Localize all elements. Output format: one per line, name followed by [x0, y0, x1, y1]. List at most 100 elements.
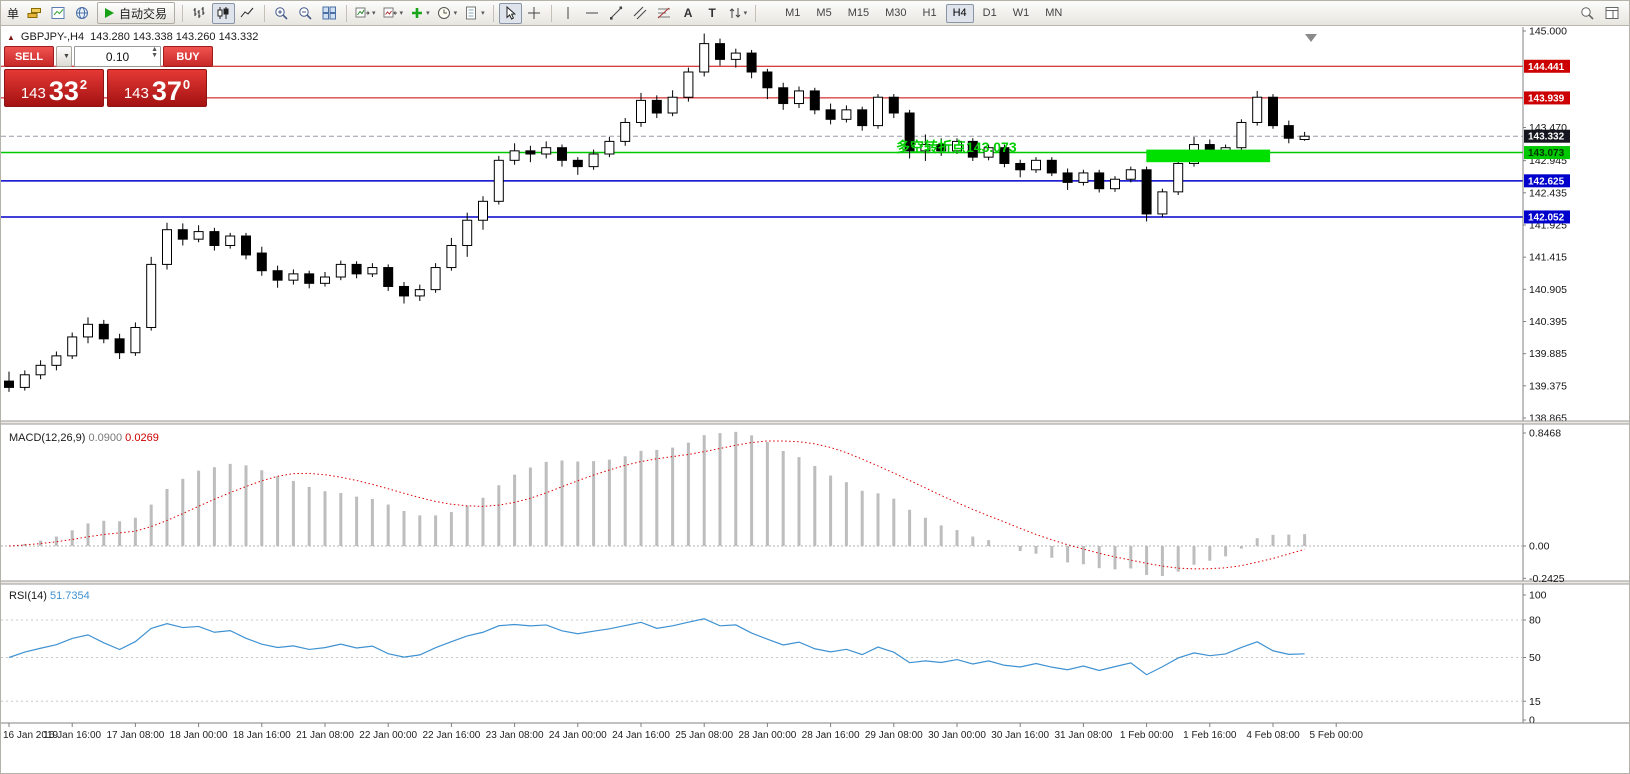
svg-text:-0.2425: -0.2425: [1529, 573, 1565, 585]
search-icon: [1581, 7, 1594, 20]
text-tool-button[interactable]: A: [677, 3, 700, 24]
svg-text:50: 50: [1529, 652, 1541, 664]
fibonacci-button[interactable]: [653, 3, 676, 24]
auto-trading-label: 自动交易: [119, 6, 168, 21]
svg-text:143.073: 143.073: [1528, 148, 1565, 159]
timeframe-group: M1 M5 M15 M30 H1 H4 D1 W1 MN: [777, 3, 1070, 23]
arrows-icon: [729, 8, 740, 18]
timeframe-h4[interactable]: H4: [945, 3, 974, 23]
top-toolbar: 单 自动交易: [1, 1, 1629, 26]
profiles-button[interactable]: [71, 3, 94, 24]
spinner-up-icon[interactable]: ▲: [151, 46, 158, 53]
toolbar-separator: [346, 4, 348, 22]
zoom-in-icon: [275, 7, 288, 20]
clock-icon: [437, 7, 450, 19]
horizontal-line-button[interactable]: [581, 3, 604, 24]
timeframe-mn[interactable]: MN: [1038, 4, 1069, 23]
auto-scroll-icon: [355, 7, 370, 18]
buy-button[interactable]: BUY: [163, 46, 213, 67]
timeframe-w1[interactable]: W1: [1006, 4, 1037, 23]
symbol-ohlc-text: 143.280 143.338 143.260 143.332: [90, 31, 259, 43]
svg-text:1 Feb 00:00: 1 Feb 00:00: [1120, 730, 1174, 741]
timeframe-m30[interactable]: M30: [878, 4, 913, 23]
svg-text:145.000: 145.000: [1529, 27, 1567, 38]
fibonacci-icon: [657, 7, 671, 19]
zoom-out-icon: [299, 7, 312, 20]
bar-chart-button[interactable]: [188, 3, 211, 24]
horizontal-line-icon: [586, 12, 599, 14]
timeframe-h1[interactable]: H1: [916, 4, 944, 23]
svg-text:142.052: 142.052: [1528, 212, 1565, 223]
chart-shift-button[interactable]: ▾: [380, 3, 407, 24]
toolbar-separator: [755, 4, 757, 22]
chart-window: 145.000 143.470 142.945 142.435 141.925 141.4…: [1, 27, 1630, 774]
svg-text:22 Jan 00:00: 22 Jan 00:00: [359, 730, 417, 741]
svg-text:18 Jan 16:00: 18 Jan 16:00: [233, 730, 291, 741]
search-button[interactable]: [1576, 3, 1599, 24]
volume-dropdown-button[interactable]: ▼: [56, 46, 72, 67]
candlestick-chart-button[interactable]: [212, 2, 236, 24]
svg-text:15: 15: [1529, 696, 1541, 708]
new-chart-button[interactable]: [47, 3, 70, 24]
cursor-button[interactable]: [498, 2, 522, 24]
tile-windows-icon: [322, 6, 337, 20]
svg-text:143.332: 143.332: [1528, 132, 1565, 143]
toolbar-separator: [264, 4, 266, 22]
svg-text:5 Feb 00:00: 5 Feb 00:00: [1310, 730, 1364, 741]
chevron-down-icon: ▾: [481, 10, 485, 17]
sell-price-pips: 33: [48, 76, 79, 107]
line-chart-button[interactable]: [236, 3, 259, 24]
zoom-in-button[interactable]: [270, 3, 293, 24]
channel-button[interactable]: [629, 3, 652, 24]
indicators-button[interactable]: ▾: [407, 3, 433, 24]
arrows-tool-button[interactable]: ▾: [725, 3, 751, 24]
tile-windows-button[interactable]: [318, 3, 341, 24]
svg-text:1 Feb 16:00: 1 Feb 16:00: [1183, 730, 1237, 741]
cursor-icon: [506, 6, 517, 20]
play-icon: [105, 8, 115, 18]
spinner-down-icon[interactable]: ▼: [151, 52, 158, 60]
crosshair-button[interactable]: [523, 3, 546, 24]
timeframe-d1[interactable]: D1: [976, 4, 1004, 23]
svg-text:29 Jan 08:00: 29 Jan 08:00: [865, 730, 923, 741]
layout-button[interactable]: [1601, 3, 1624, 24]
sell-price-panel[interactable]: 143 33 2: [4, 69, 104, 107]
pivot-annotation[interactable]: 多空转折点143.073: [896, 139, 1017, 155]
volume-spinner[interactable]: ▲ ▼: [151, 46, 158, 60]
buy-price-panel[interactable]: 143 37 0: [107, 69, 207, 107]
globe-icon: [76, 7, 89, 19]
candlestick-chart-canvas[interactable]: 145.000143.470142.945142.435141.925141.4…: [1, 27, 1630, 774]
templates-button[interactable]: ▾: [461, 3, 488, 24]
sell-button[interactable]: SELL: [4, 46, 54, 67]
vertical-line-button[interactable]: [557, 3, 580, 24]
svg-text:0: 0: [1529, 715, 1535, 727]
channel-icon: [633, 6, 647, 20]
symbol-marker-icon: ▲: [7, 32, 15, 42]
svg-text:140.395: 140.395: [1529, 316, 1567, 328]
svg-text:16 Jan 2019: 16 Jan 2019: [3, 730, 58, 741]
new-order-button[interactable]: [23, 3, 46, 24]
trade-controls-row: SELL ▼ 0.10 ▲ ▼ BUY: [4, 46, 213, 67]
order-menu-label[interactable]: 单: [7, 6, 20, 21]
label-tool-button[interactable]: T: [701, 3, 724, 24]
timeframe-m1[interactable]: M1: [778, 4, 807, 23]
svg-text:0.00: 0.00: [1529, 541, 1550, 553]
auto-scroll-button[interactable]: ▾: [352, 3, 379, 24]
volume-input[interactable]: 0.10 ▲ ▼: [74, 46, 161, 67]
trade-prices-row: 143 33 2 143 37 0: [4, 69, 213, 107]
symbol-label: GBPJPY-,H4: [20, 31, 85, 43]
trendline-button[interactable]: [605, 3, 628, 24]
timeframe-m5[interactable]: M5: [809, 4, 838, 23]
svg-text:140.905: 140.905: [1529, 284, 1567, 296]
zoom-out-button[interactable]: [294, 3, 317, 24]
chevron-down-icon: ▾: [743, 10, 748, 17]
chevron-down-icon: ▾: [372, 10, 376, 17]
sell-price-point: 2: [79, 77, 88, 92]
toolbar-separator: [182, 4, 184, 22]
periods-button[interactable]: ▾: [434, 3, 461, 24]
vertical-line-icon: [567, 7, 569, 19]
timeframe-m15[interactable]: M15: [841, 4, 876, 23]
auto-trading-button[interactable]: 自动交易: [97, 2, 176, 24]
svg-text:30 Jan 16:00: 30 Jan 16:00: [991, 730, 1049, 741]
